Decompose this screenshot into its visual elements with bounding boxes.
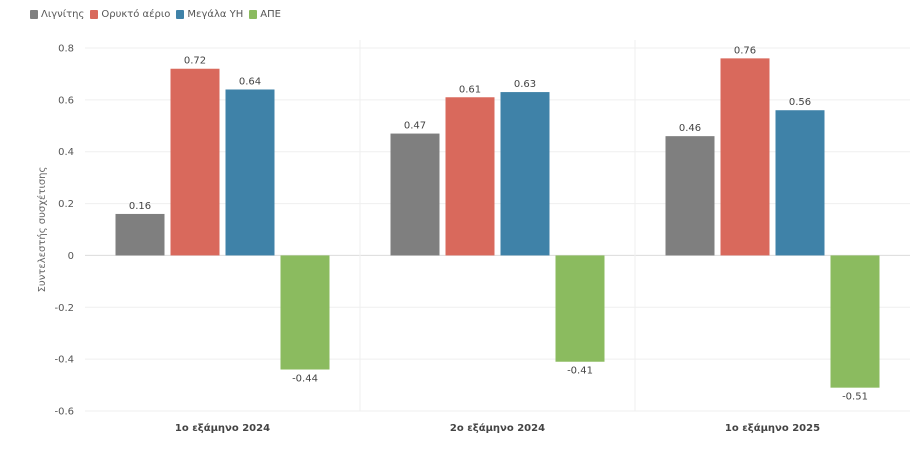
bar <box>775 110 825 256</box>
x-category-label: 1ο εξάμηνο 2025 <box>725 422 820 434</box>
x-category-label: 2ο εξάμηνο 2024 <box>450 422 545 434</box>
data-label: 0.61 <box>459 84 481 95</box>
data-label: 0.64 <box>239 76 261 87</box>
bar <box>445 97 495 256</box>
y-axis-label: Συντελεστής συσχέτισης <box>36 167 48 293</box>
y-tick-label: 0.8 <box>58 44 74 55</box>
chart-legend: Λιγνίτης Ορυκτό αέριο Μεγάλα ΥΗ ΑΠΕ <box>30 6 281 22</box>
bar <box>280 255 330 370</box>
bar <box>665 136 715 256</box>
data-label: 0.16 <box>129 201 151 212</box>
legend-item[interactable]: Μεγάλα ΥΗ <box>176 9 243 20</box>
y-tick-label: 0.6 <box>58 95 74 106</box>
data-label: 0.46 <box>679 123 701 134</box>
y-tick-label: 0.4 <box>58 147 74 158</box>
bar <box>500 92 550 256</box>
legend-item[interactable]: ΑΠΕ <box>249 9 281 20</box>
y-tick-label: -0.6 <box>54 407 74 418</box>
bar <box>115 213 165 256</box>
x-category-label: 1ο εξάμηνο 2024 <box>175 422 270 434</box>
data-label: 0.72 <box>184 56 206 67</box>
y-tick-label: 0 <box>68 251 74 262</box>
data-label: 0.63 <box>514 79 536 90</box>
bar <box>720 58 770 256</box>
legend-label: Μεγάλα ΥΗ <box>187 8 244 20</box>
data-label: 0.47 <box>404 121 426 132</box>
legend-item[interactable]: Ορυκτό αέριο <box>90 9 170 20</box>
bar <box>830 255 880 388</box>
y-tick-label: 0.2 <box>58 199 74 210</box>
legend-item[interactable]: Λιγνίτης <box>30 9 84 20</box>
legend-label: Ορυκτό αέριο <box>101 8 171 20</box>
data-label: 0.56 <box>789 97 811 108</box>
bar <box>390 133 440 256</box>
bar <box>170 68 220 256</box>
data-label: -0.41 <box>567 366 593 377</box>
data-label: -0.51 <box>842 392 868 403</box>
data-label: -0.44 <box>292 374 318 385</box>
data-label: 0.76 <box>734 45 756 56</box>
legend-label: Λιγνίτης <box>41 8 85 20</box>
y-tick-label: -0.4 <box>54 355 74 366</box>
legend-label: ΑΠΕ <box>260 8 281 20</box>
legend-swatch <box>90 9 99 19</box>
legend-swatch <box>176 9 185 19</box>
legend-swatch <box>30 9 38 19</box>
bar <box>555 255 605 362</box>
legend-swatch <box>249 9 258 19</box>
y-tick-label: -0.2 <box>54 303 74 314</box>
bar <box>225 89 275 256</box>
